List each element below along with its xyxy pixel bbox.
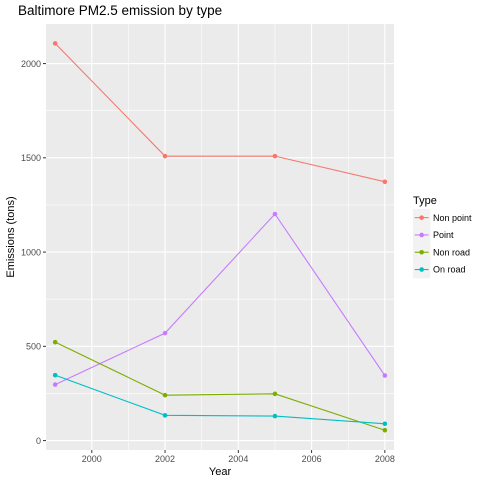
data-point-on-road (162, 413, 168, 418)
y-axis-label: Emissions (tons) (5, 196, 17, 277)
y-tick-label: 1000 (21, 247, 41, 257)
x-tick-label: 2008 (375, 454, 395, 464)
series-line-non-road (54, 341, 386, 431)
data-point-on-road (272, 413, 278, 419)
y-tick-label: 1500 (21, 153, 41, 163)
data-point-non-road (382, 427, 388, 433)
legend-point-point (419, 232, 424, 238)
series-line-on-road (54, 374, 385, 425)
plot-panel (46, 24, 394, 450)
data-point-non-road (162, 392, 168, 398)
legend-point-non-road (419, 249, 424, 255)
data-point-non-road (52, 339, 58, 345)
data-point-on-road (52, 372, 58, 378)
legend-label-non-point: Non point (433, 213, 472, 223)
legend-point-non-point (419, 215, 424, 220)
x-tick-label: 2000 (82, 454, 102, 464)
data-point-non-road (272, 391, 278, 397)
series-line-point (54, 213, 386, 386)
data-point-point (382, 373, 388, 378)
x-tick-label: 2004 (228, 454, 248, 464)
chart-title: Baltimore PM2.5 emission by type (18, 3, 222, 18)
x-axis-label: Year (209, 466, 232, 478)
legend-label-on-road: On road (433, 265, 466, 275)
data-point-non-point (162, 153, 168, 159)
y-axis: 0 500 1000 1500 2000 (21, 59, 46, 446)
legend-title: Type (413, 195, 437, 207)
legend-label-non-road: Non road (433, 247, 470, 257)
data-point-point (162, 330, 168, 336)
data-point-non-point (382, 179, 388, 185)
y-tick-label: 500 (26, 342, 41, 352)
data-point-on-road (382, 421, 388, 427)
y-tick-label: 2000 (21, 59, 41, 69)
data-point-point (272, 211, 278, 217)
x-tick-label: 2002 (155, 454, 175, 464)
y-tick-label: 0 (36, 436, 41, 446)
data-point-non-point (52, 41, 58, 46)
series-line-non-point (54, 43, 385, 183)
series-layer (52, 41, 388, 433)
x-tick-label: 2006 (302, 454, 322, 464)
data-point-non-point (272, 153, 278, 159)
legend: Type Non point Point Non road On road (413, 195, 472, 279)
x-axis: 2000 2002 2004 2006 2008 (82, 450, 395, 464)
major-gridlines (46, 24, 394, 450)
legend-label-point: Point (433, 230, 454, 240)
data-point-point (52, 382, 58, 387)
legend-point-on-road (419, 267, 424, 272)
